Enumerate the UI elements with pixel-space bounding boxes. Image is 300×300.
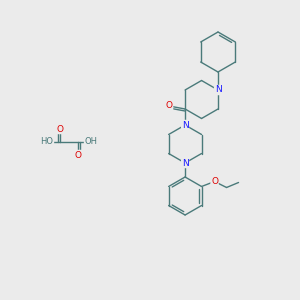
Text: N: N	[182, 121, 188, 130]
Text: O: O	[211, 177, 218, 186]
Text: HO: HO	[40, 137, 53, 146]
Text: OH: OH	[85, 137, 98, 146]
Text: O: O	[166, 101, 172, 110]
Text: O: O	[74, 151, 82, 160]
Text: N: N	[214, 85, 221, 94]
Text: N: N	[182, 158, 188, 167]
Text: O: O	[56, 124, 64, 134]
